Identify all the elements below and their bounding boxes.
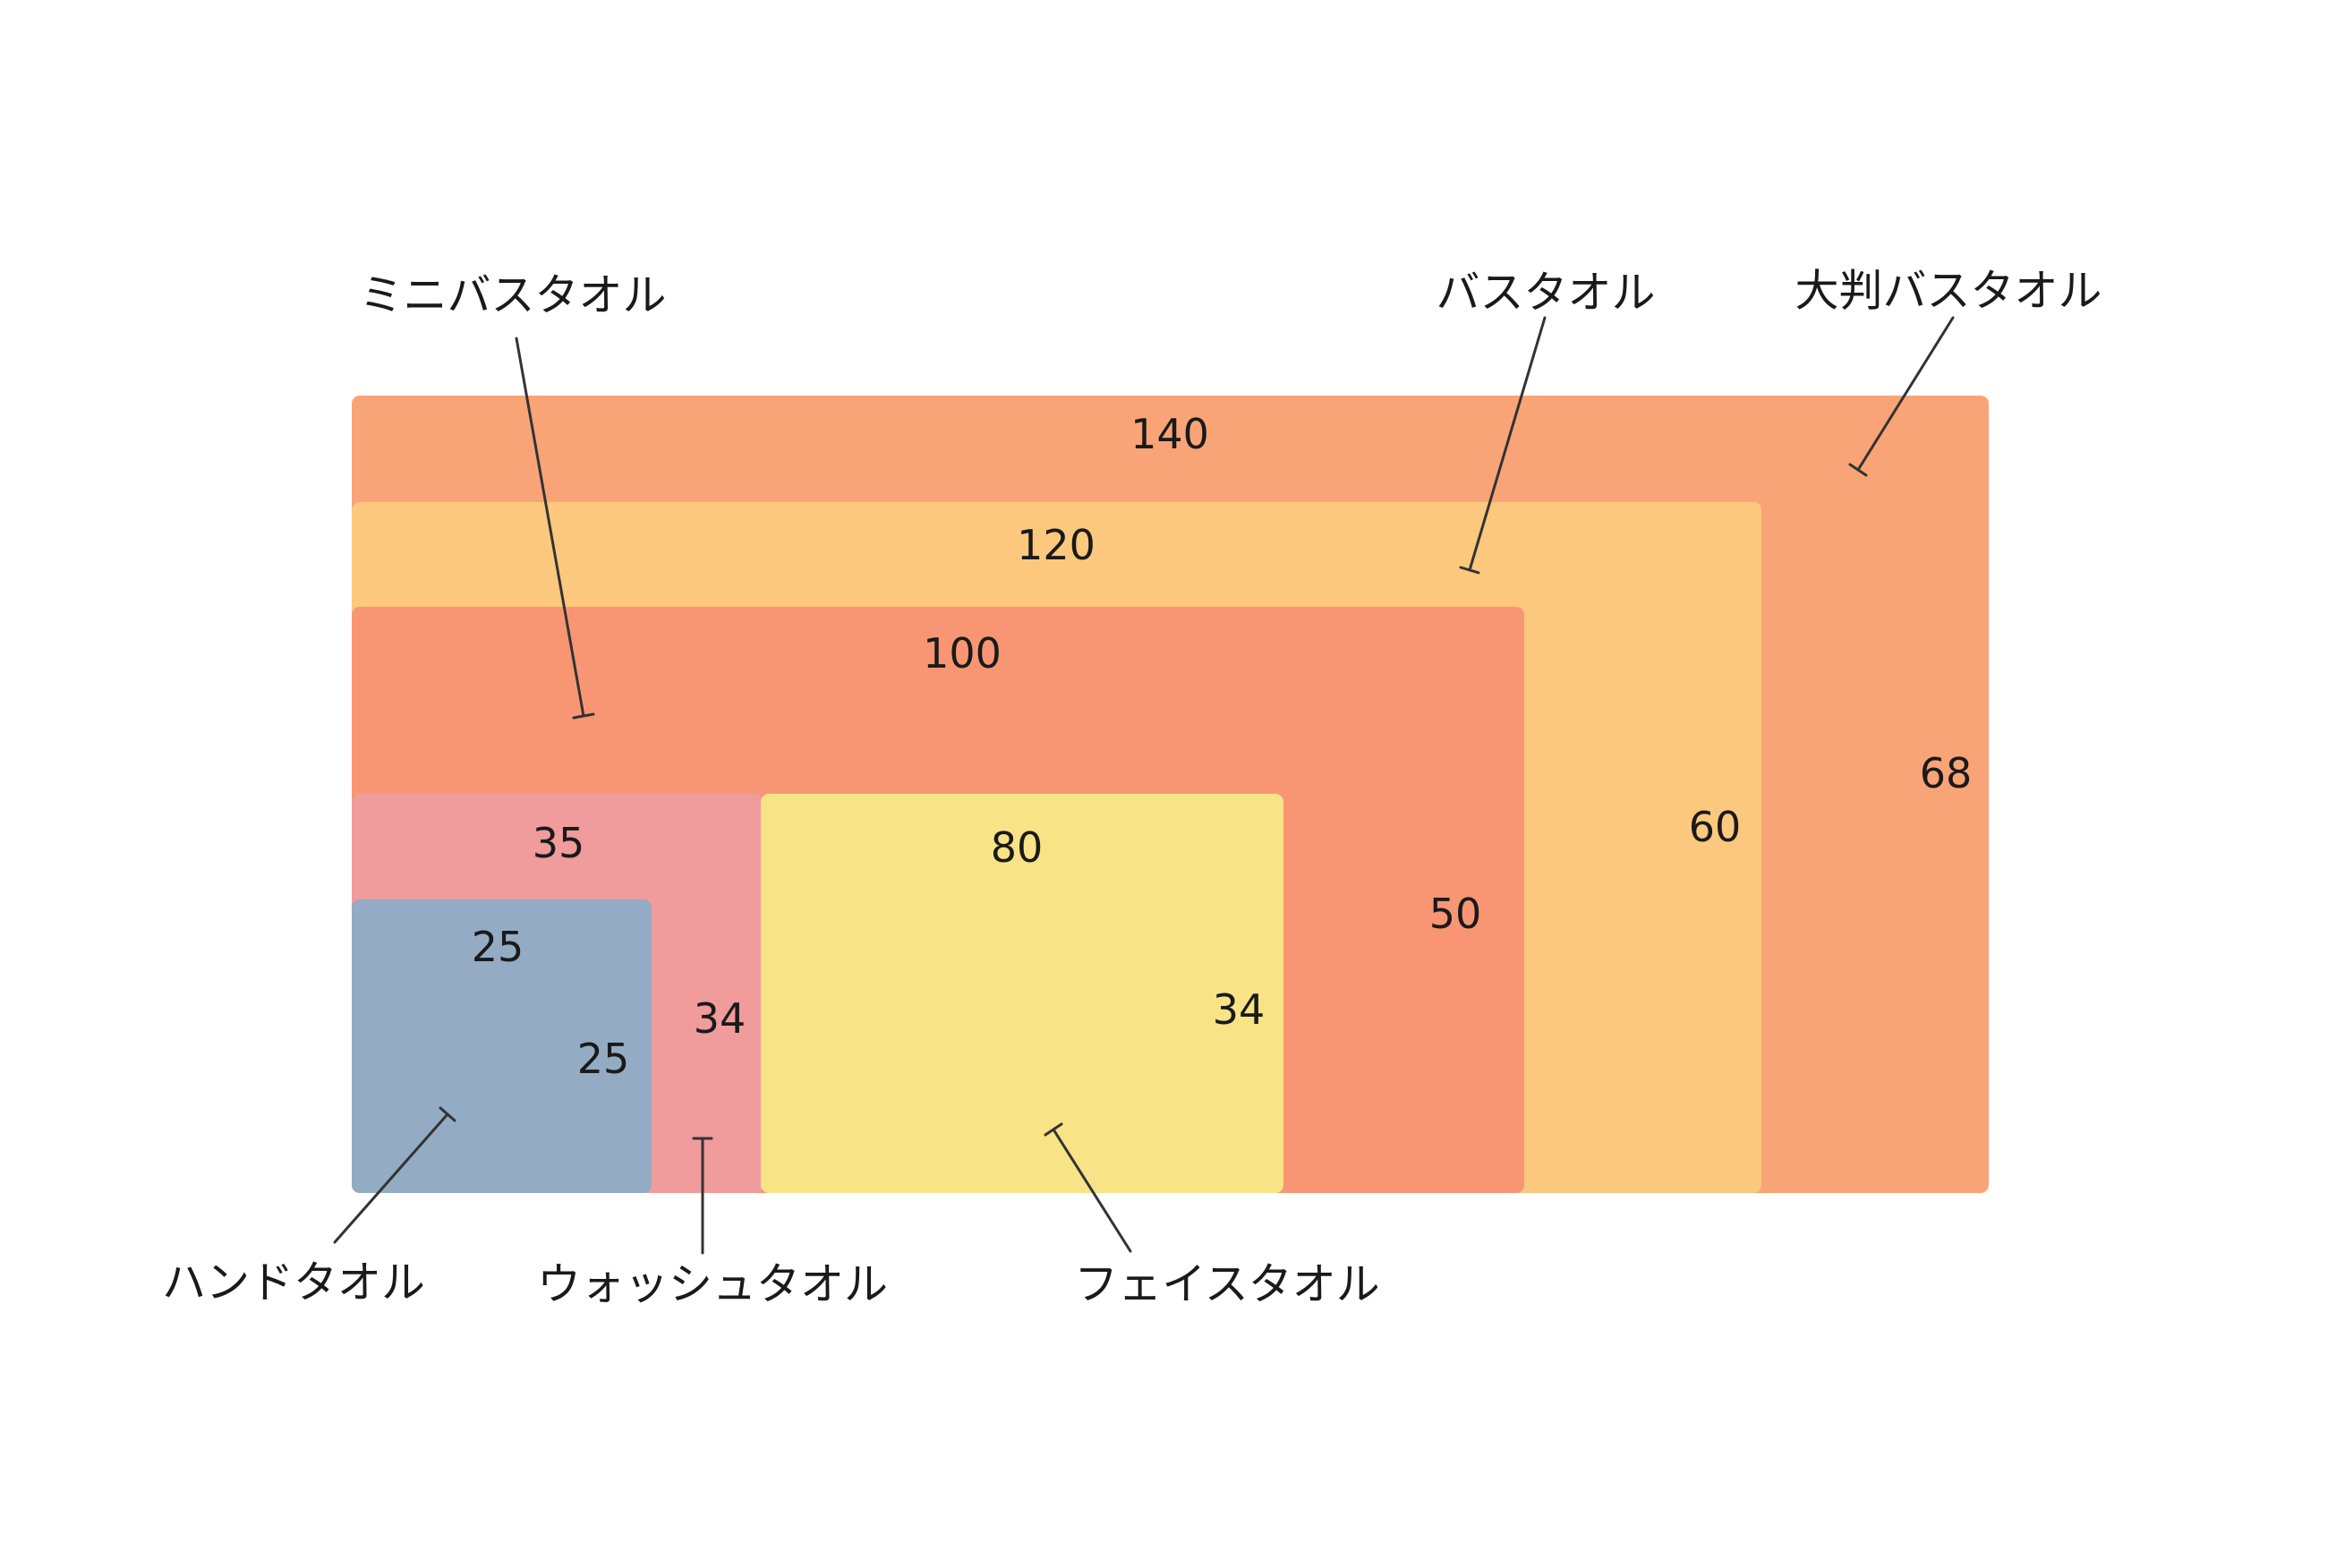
leader-wash-towel <box>692 1137 713 1255</box>
bath-towel-height: 60 <box>1688 803 1742 851</box>
face-towel-height: 34 <box>1212 985 1266 1034</box>
large-bath-towel-height: 68 <box>1919 749 1973 797</box>
mini-bath-towel-width: 100 <box>923 629 1002 677</box>
mini-bath-towel-height: 50 <box>1428 890 1482 938</box>
bath-towel-label: バスタオル <box>1436 267 1656 319</box>
leader-hand-towel <box>333 1106 456 1244</box>
large-bath-towel-width: 140 <box>1130 410 1209 458</box>
hand-towel-label: ハンドタオル <box>161 1257 426 1308</box>
wash-towel-width: 35 <box>532 819 585 867</box>
hand-towel-width: 25 <box>471 923 524 971</box>
leader-mini-bath-towel <box>515 337 595 720</box>
wash-towel-height: 34 <box>693 994 746 1043</box>
face-towel-rect <box>761 794 1283 1193</box>
leader-bath-towel <box>1459 316 1547 575</box>
face-towel-label: フェイスタオル <box>1074 1258 1380 1310</box>
wash-towel-label: ウォッシュタオル <box>536 1258 889 1310</box>
face-towel-width: 80 <box>990 823 1044 872</box>
mini-bath-towel-label: ミニバスタオル <box>359 269 667 321</box>
leader-face-towel <box>1044 1122 1132 1253</box>
hand-towel-height: 25 <box>576 1035 630 1083</box>
large-bath-towel-label: 大判バスタオル <box>1795 265 2102 317</box>
bath-towel-width: 120 <box>1017 521 1096 569</box>
leader-large-bath-towel <box>1848 316 1955 477</box>
hand-towel-rect <box>352 899 652 1193</box>
